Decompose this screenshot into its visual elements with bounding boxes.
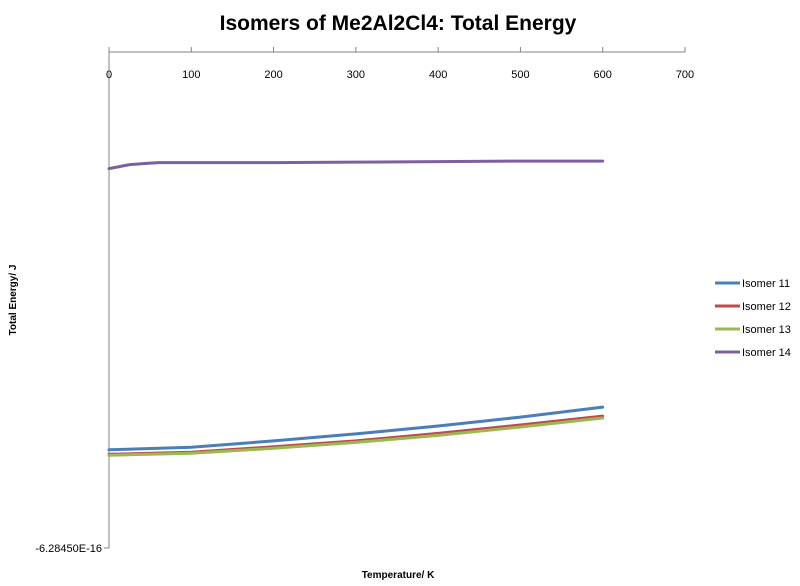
series-line-isomer-14 [107, 159, 605, 171]
series-line-isomer-13 [107, 416, 605, 457]
plot-series [107, 159, 605, 457]
x-tick-label: 100 [182, 69, 200, 81]
y-axis-title: Total Energy/ J [8, 265, 19, 336]
series-line-isomer-11 [107, 405, 605, 452]
x-tick-label: 300 [347, 69, 365, 81]
y-tick-label: -6.28450E-16 [35, 543, 102, 555]
chart-title: Isomers of Me2Al2Cl4: Total Energy [220, 12, 577, 35]
x-tick-label: 500 [511, 69, 529, 81]
x-tick-label: 400 [429, 69, 447, 81]
x-tick-label: 600 [594, 69, 612, 81]
legend: Isomer 11 Isomer 12 Isomer 13 Isomer 14 [715, 278, 791, 359]
legend-label: Isomer 11 [742, 278, 790, 290]
x-axis-title: Temperature/ K [362, 570, 435, 581]
legend-label: Isomer 13 [742, 324, 791, 336]
x-tick-label: 0 [106, 69, 112, 81]
x-tick-label: 200 [264, 69, 282, 81]
legend-label: Isomer 14 [742, 347, 791, 359]
x-axis-ticks: 0 100 200 300 400 500 600 700 [106, 47, 694, 81]
x-tick-label: 700 [676, 69, 694, 81]
legend-label: Isomer 12 [742, 301, 791, 313]
